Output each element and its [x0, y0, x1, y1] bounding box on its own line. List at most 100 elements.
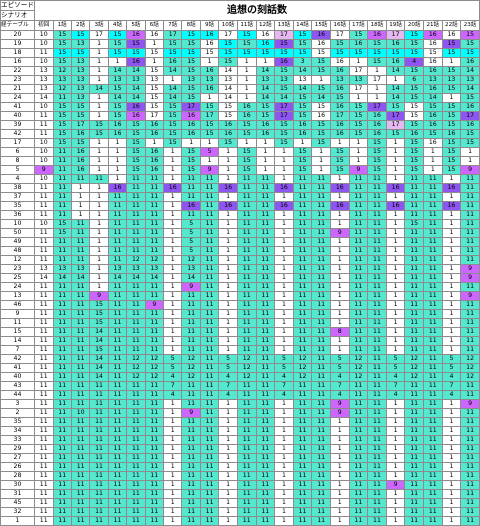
table-cell: 12 [181, 354, 201, 364]
table-cell: 12 [404, 372, 424, 382]
table-cell: 11 [311, 372, 331, 382]
table-row: 42 11 11 11 14 11 12 12 5 12 11 5 12 11 5 12 11 5 12 11 5 12 1… [0, 354, 480, 364]
table-cell: 6 [404, 75, 424, 85]
table-cell: 11 [423, 282, 443, 292]
table-cell: 11 [107, 300, 128, 310]
table-cell: 11 [292, 201, 313, 211]
table-cell: 11 [367, 372, 387, 382]
table-cell: 13 [33, 84, 54, 94]
table-cell: 14 [292, 84, 313, 94]
table-cell: 14 [126, 84, 146, 94]
table-cell: 11 [236, 210, 257, 220]
table-cell: 13 [33, 75, 54, 85]
table-cell: 11 [311, 228, 331, 238]
table-cell: 15 [236, 129, 257, 139]
table-cell: 1 [218, 156, 238, 166]
table-cell: 11 [181, 471, 201, 481]
table-cell: 15 [89, 345, 109, 355]
table-cell: 15 [311, 84, 331, 94]
table-cell: 4 [404, 57, 424, 67]
table-cell: 11 [52, 471, 72, 481]
table-cell: 1 [274, 210, 294, 220]
table-cell: 11 [460, 480, 480, 490]
table-cell: 1 [163, 471, 183, 481]
table-cell: 4 [441, 390, 462, 400]
table-cell: 11 [404, 444, 424, 454]
table-cell: 1 [218, 408, 238, 418]
table-cell: 11 [423, 480, 443, 490]
table-cell: 11 [236, 516, 257, 526]
table-cell: 1 [441, 264, 462, 274]
table-cell: 11 [404, 417, 424, 427]
table-cell: 1 [385, 273, 406, 283]
table-cell: 11 [33, 129, 54, 139]
table-cell: 11 [199, 489, 220, 499]
table-cell: 15 [107, 30, 128, 40]
table-cell: 12 [144, 372, 165, 382]
table-cell: 15 [404, 66, 424, 76]
table-cell: 1 [144, 138, 165, 148]
table-cell: 11 [367, 363, 387, 373]
table-cell: 1 [199, 57, 220, 67]
column-header: 19話 [385, 20, 406, 31]
table-cell: 16 [199, 66, 220, 76]
table-cell: 15 [199, 129, 220, 139]
table-cell: 15 [163, 102, 183, 112]
table-cell: 15 [52, 30, 72, 40]
table-cell: 11 [255, 354, 276, 364]
table-cell: 15 [404, 165, 424, 175]
table-cell: 11 [52, 345, 72, 355]
table-cell: 15 [126, 129, 146, 139]
table-cell: 9 [348, 165, 369, 175]
table-cell: 13 [52, 75, 72, 85]
table-cell: 11 [404, 390, 424, 400]
table-cell: 11 [236, 237, 257, 247]
table-cell: 11 [255, 390, 276, 400]
table-cell: 11 [199, 273, 220, 283]
table-cell: 11 [255, 183, 276, 193]
table-cell: 15 [52, 120, 72, 130]
table-cell: 1 [441, 462, 462, 472]
table-cell: 11 [423, 192, 443, 202]
table-cell: 15 [126, 48, 146, 58]
table-cell: 11 [292, 228, 313, 238]
table-cell: 11 [199, 300, 220, 310]
table-cell: 8 [329, 327, 350, 337]
table-cell: 11 [199, 201, 220, 211]
table-cell: 15 [107, 84, 128, 94]
table-cell: 11 [404, 300, 424, 310]
table-cell: 11 [311, 354, 331, 364]
table-cell: 1 [255, 138, 276, 148]
table-cell: 16 [107, 129, 128, 139]
table-cell: 1 [441, 408, 462, 418]
table-cell: 11 [181, 507, 201, 517]
table-cell: 1 [274, 264, 294, 274]
table-cell: 11 [144, 291, 165, 301]
table-cell: 16 [292, 129, 313, 139]
table-cell: 11 [236, 255, 257, 265]
table-cell: 15 [52, 228, 72, 238]
table-cell: 1 [441, 480, 462, 490]
table-cell: 11 [199, 363, 220, 373]
table-cell: 11 [367, 237, 387, 247]
table-cell: 11 [311, 192, 331, 202]
table-cell: 1 [385, 516, 406, 526]
table-cell: 1 [441, 489, 462, 499]
table-cell: 11 [52, 246, 72, 256]
table-cell: 11 [460, 309, 480, 319]
table-cell: 16 [311, 39, 331, 49]
table-cell: 16 [274, 183, 294, 193]
table-cell: 17 [181, 102, 201, 112]
table-cell: 15 [274, 129, 294, 139]
table-cell: 1 [385, 138, 406, 148]
table-cell: 11 [33, 408, 54, 418]
column-header: 6話 [144, 20, 165, 31]
table-cell: 1 [329, 453, 350, 463]
table-cell: 11 [33, 282, 54, 292]
table-cell: 11 [107, 489, 128, 499]
row-label: 38 [0, 183, 35, 193]
table-cell: 15 [236, 48, 257, 58]
table-cell: 5 [163, 354, 183, 364]
table-cell: 16 [181, 129, 201, 139]
table-cell: 11 [311, 408, 331, 418]
